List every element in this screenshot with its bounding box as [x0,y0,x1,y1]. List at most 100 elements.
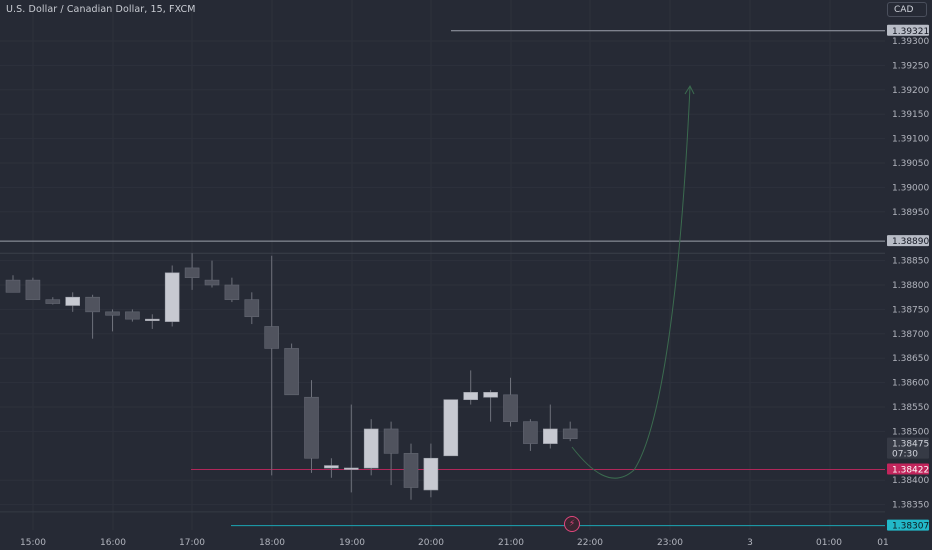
candle-body [503,394,518,422]
candle-16:45 [164,265,180,327]
price-tick-1.38500: 1.38500 [892,427,929,437]
price-tick-1.39300: 1.39300 [892,37,929,47]
candle-body [363,428,379,469]
time-tick-18:00: 18:00 [259,538,285,548]
candle-20:15 [443,399,459,457]
price-label-cyan-level: 1.38307 [887,519,929,532]
time-tick-23:00: 23:00 [657,538,683,548]
candle-body [45,299,61,304]
candle-body [264,326,280,349]
price-tick-1.39000: 1.39000 [892,183,929,193]
price-tick-1.38700: 1.38700 [892,330,929,340]
candle-body [85,296,100,313]
candle-body [164,272,180,322]
candle-body [204,279,220,286]
candle-19:45 [403,443,419,500]
candle-19:15 [363,419,379,476]
price-tick-1.39100: 1.39100 [892,135,929,145]
chart-grid [0,0,885,530]
time-tick-20:00: 20:00 [418,538,444,548]
price-axis[interactable]: 1.39300 1.39250 1.39200 1.39150 1.39100 1.390… [892,37,929,511]
price-tick-1.38600: 1.38600 [892,379,929,389]
candle-body [304,396,319,459]
candle-body [244,299,260,318]
candle-body [324,465,339,469]
price-label-resistance: 1.38890 [887,235,929,247]
candle-17:15 [204,260,220,288]
price-tick-1.38350: 1.38350 [892,501,929,511]
time-tick-22:00: 22:00 [577,538,603,548]
price-label-box [887,24,929,36]
price-tick-1.38850: 1.38850 [892,257,929,267]
candle-16:30 [145,314,160,329]
candle-body [343,467,359,470]
candle-19:00 [343,404,359,493]
projection-arrow [571,86,691,479]
price-label-box [887,235,929,247]
symbol-title: U.S. Dollar / Canadian Dollar, 15, FXCM [6,4,196,15]
candle-16:00 [105,309,120,332]
price-tick-1.38800: 1.38800 [892,281,929,291]
price-tick-1.38550: 1.38550 [892,403,929,413]
horizontal-levels [0,30,885,527]
price-tick-1.38950: 1.38950 [892,208,929,218]
candle-18:30 [304,380,319,473]
candle-body [284,348,299,396]
time-tick-16:00: 16:00 [100,538,126,548]
candle-body [542,428,558,444]
candle-body [25,279,41,300]
candle-16:15 [125,309,140,322]
candle-body [65,296,80,306]
price-tick-1.39200: 1.39200 [892,86,929,96]
candle-17:00 [184,253,200,290]
projection-arrow-head [684,84,695,95]
candle-19:30 [383,421,399,486]
price-tick-1.39050: 1.39050 [892,159,929,169]
candles [5,253,578,500]
price-tick-1.38400: 1.38400 [892,476,929,486]
candle-body [125,311,140,320]
price-tick-1.39150: 1.39150 [892,110,929,120]
currency-badge[interactable]: CAD [887,2,927,17]
price-label-box [887,519,929,531]
candle-15:45 [85,294,100,339]
candle-21:30 [542,404,558,449]
candle-body [105,311,120,316]
candle-21:00 [503,377,518,427]
price-label-box [887,463,929,475]
price-label-pink-level: 1.38422 [887,463,929,475]
candle-body [403,453,419,488]
time-tick-21:00: 21:00 [498,538,524,548]
candle-body [383,428,399,454]
price-label-value: 1.38475 [892,440,929,450]
candle-14:45 [5,275,21,293]
price-label-countdown: 07:30 [892,450,918,460]
candle-18:00 [264,255,280,476]
candle-15:15 [45,297,61,305]
candle-body [562,428,578,440]
candle-body [463,392,479,400]
candle-body [523,421,538,444]
candle-body [483,392,498,398]
price-tick-1.38650: 1.38650 [892,354,929,364]
price-label-upper-target: 1.39321 [887,24,929,37]
candle-15:30 [65,292,80,312]
candle-21:45 [562,421,578,442]
candle-20:45 [483,389,498,422]
candle-body [145,318,160,321]
candle-20:00 [423,443,439,498]
time-tick-01: 01 [877,538,888,548]
candle-body [423,457,439,491]
candle-17:45 [244,292,260,325]
candle-body [224,284,240,300]
price-label-value: 1.38307 [892,522,929,532]
candle-15:00 [25,277,41,300]
time-axis[interactable]: 15:00 16:00 17:00 18:00 19:00 20:00 21:00 22:00… [20,538,889,548]
time-tick-19:00: 19:00 [339,538,365,548]
bolt-icon[interactable]: ⚡ [564,516,580,532]
time-tick-15:00: 15:00 [20,538,46,548]
candle-18:15 [284,343,299,396]
price-label-value: 1.38890 [892,237,929,247]
